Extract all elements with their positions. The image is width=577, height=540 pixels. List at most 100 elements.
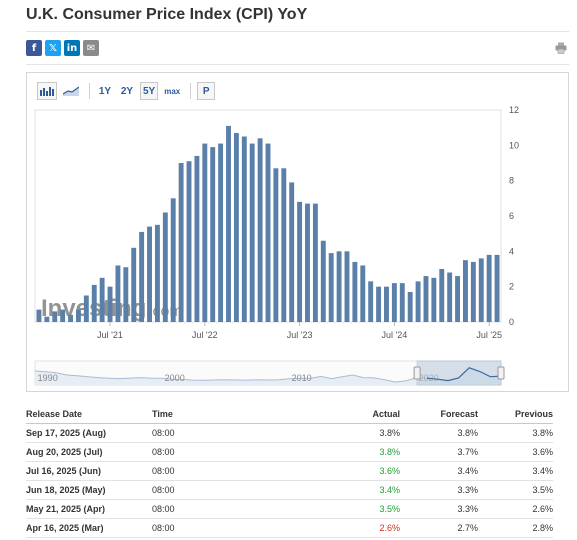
cpi-bar	[218, 143, 224, 322]
cpi-bar	[478, 258, 484, 322]
cpi-bar	[344, 251, 350, 322]
p-button[interactable]: P	[197, 82, 216, 100]
range-max-button[interactable]: max	[164, 86, 181, 96]
cpi-bar	[115, 265, 121, 322]
title-divider	[26, 31, 569, 32]
range-2y-button[interactable]: 2Y	[120, 85, 134, 97]
area-chart-icon[interactable]	[61, 82, 81, 100]
cpi-bar	[170, 198, 176, 322]
range-1y-button[interactable]: 1Y	[98, 85, 112, 97]
release-date: May 21, 2025 (Apr)	[26, 499, 152, 519]
forecast-value: 3.3%	[400, 480, 478, 500]
cpi-bar	[139, 231, 145, 322]
release-time: 08:00	[152, 518, 246, 538]
release-time: 08:00	[152, 499, 246, 519]
navigator-left-handle[interactable]	[413, 366, 421, 380]
linkedin-share-icon[interactable]: in	[64, 40, 80, 56]
header-actual[interactable]: Actual	[246, 405, 400, 424]
cpi-bar	[99, 277, 105, 322]
release-time: 08:00	[152, 461, 246, 481]
cpi-bar	[131, 247, 137, 322]
table-row: Jun 18, 2025 (May) 08:00 3.4% 3.3% 3.5%	[26, 480, 553, 500]
x-tick-label: Jul '23	[287, 330, 313, 340]
cpi-bar	[289, 182, 295, 322]
release-time: 08:00	[152, 423, 246, 443]
previous-value: 2.6%	[478, 499, 553, 519]
release-date: Jun 18, 2025 (May)	[26, 480, 152, 500]
cpi-bar	[273, 168, 279, 322]
cpi-bar	[83, 295, 89, 322]
cpi-bar	[265, 143, 271, 322]
release-date: Jul 16, 2025 (Jun)	[26, 461, 152, 481]
release-date: Aug 20, 2025 (Jul)	[26, 442, 152, 462]
cpi-bar	[494, 254, 500, 322]
cpi-bar	[368, 281, 374, 322]
cpi-bar	[486, 254, 492, 322]
x-tick-label: Jul '24	[382, 330, 408, 340]
cpi-bar	[60, 309, 66, 322]
y-tick-label: 0	[509, 317, 514, 327]
range-5y-button[interactable]: 5Y	[140, 82, 159, 100]
cpi-bar	[463, 260, 468, 322]
cpi-bar	[447, 272, 453, 322]
header-previous[interactable]: Previous	[478, 405, 553, 424]
x-tick-label: Jul '21	[97, 330, 123, 340]
forecast-value: 3.7%	[400, 442, 478, 462]
cpi-bar	[241, 136, 247, 322]
release-time: 08:00	[152, 480, 246, 500]
previous-value: 2.8%	[478, 518, 553, 538]
y-tick-label: 6	[509, 211, 514, 221]
cpi-bar	[391, 283, 397, 322]
bar-chart-icon[interactable]	[37, 82, 57, 100]
cpi-bar	[439, 269, 445, 322]
actual-value: 3.6%	[246, 461, 400, 481]
y-tick-label: 12	[509, 105, 519, 115]
cpi-bar	[249, 143, 255, 322]
y-tick-label: 4	[509, 246, 514, 256]
cpi-bar	[186, 161, 192, 322]
forecast-value: 3.3%	[400, 499, 478, 519]
cpi-bar	[178, 163, 184, 322]
page-title: U.K. Consumer Price Index (CPI) YoY	[26, 6, 308, 23]
table-row: Aug 20, 2025 (Jul) 08:00 3.8% 3.7% 3.6%	[26, 442, 553, 462]
y-tick-label: 2	[509, 282, 514, 292]
table-row: Sep 17, 2025 (Aug) 08:00 3.8% 3.8% 3.8%	[26, 423, 553, 443]
toolbar-separator	[89, 83, 90, 99]
header-forecast[interactable]: Forecast	[400, 405, 478, 424]
previous-value: 3.6%	[478, 442, 553, 462]
navigator-right-handle[interactable]	[497, 366, 505, 380]
printer-icon[interactable]	[555, 42, 567, 54]
cpi-bar	[194, 155, 200, 322]
cpi-bar	[281, 168, 287, 322]
navigator-window[interactable]	[416, 360, 502, 386]
forecast-value: 3.4%	[400, 461, 478, 481]
actual-value: 3.4%	[246, 480, 400, 500]
email-share-icon[interactable]: ✉	[83, 40, 99, 56]
cpi-bar	[470, 261, 476, 322]
header-time[interactable]: Time	[152, 405, 246, 424]
table-row: Apr 16, 2025 (Mar) 08:00 2.6% 2.7% 2.8%	[26, 518, 553, 538]
cpi-bar	[312, 203, 318, 322]
table-row: May 21, 2025 (Apr) 08:00 3.5% 3.3% 2.6%	[26, 499, 553, 519]
cpi-bar	[305, 203, 310, 322]
cpi-bar	[376, 286, 382, 322]
actual-value: 3.8%	[246, 442, 400, 462]
cpi-bar	[360, 265, 366, 322]
cpi-bar	[352, 261, 358, 322]
x-tick-label: Jul '22	[192, 330, 218, 340]
cpi-bar	[233, 132, 239, 322]
release-date: Sep 17, 2025 (Aug)	[26, 423, 152, 443]
twitter-share-icon[interactable]: 𝕏	[45, 40, 61, 56]
forecast-value: 2.7%	[400, 518, 478, 538]
forecast-value: 3.8%	[400, 423, 478, 443]
cpi-bar	[431, 277, 437, 322]
release-date: Apr 16, 2025 (Mar)	[26, 518, 152, 538]
facebook-share-icon[interactable]: f	[26, 40, 42, 56]
table-row: Jul 16, 2025 (Jun) 08:00 3.6% 3.4% 3.4%	[26, 461, 553, 481]
actual-value: 3.5%	[246, 499, 400, 519]
x-tick-label: Jul '25	[476, 330, 502, 340]
header-release-date[interactable]: Release Date	[26, 405, 152, 424]
cpi-bar	[68, 314, 73, 322]
cpi-bar	[384, 286, 389, 322]
